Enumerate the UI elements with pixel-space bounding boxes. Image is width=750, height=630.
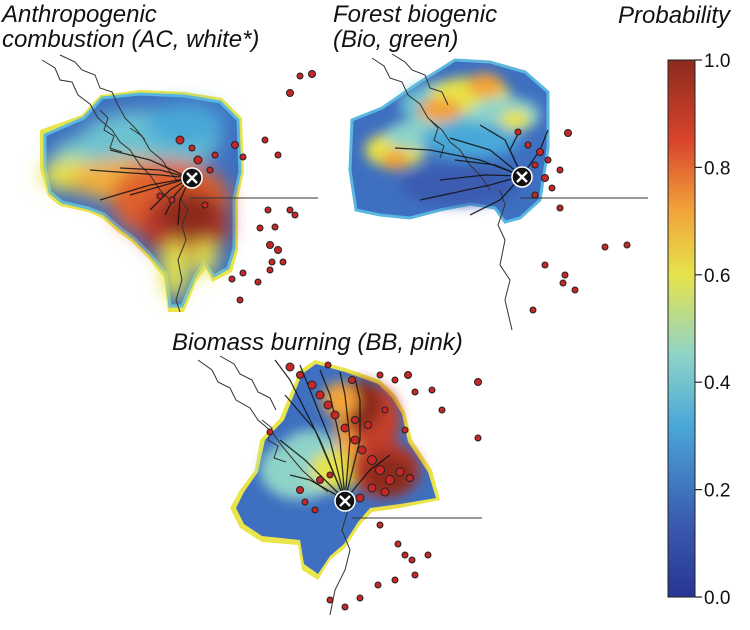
- map-panel-biogenic: [348, 53, 648, 331]
- panel-title-anthropogenic: Anthropogenic combustion (AC, white*): [2, 2, 259, 52]
- map-panel-anthropogenic: [40, 54, 318, 313]
- panel-title-line: Anthropogenic: [2, 1, 157, 28]
- receptor-site-marker: [511, 166, 533, 188]
- panel-title-biomass: Biomass burning (BB, pink): [172, 330, 463, 355]
- panel-title-line: (Bio, green): [333, 26, 459, 53]
- panel-title-biogenic: Forest biogenic (Bio, green): [333, 2, 497, 52]
- probability-field: [230, 360, 440, 580]
- colorbar: 0.0 0.2 0.4 0.6 0.8 1.0: [667, 51, 731, 609]
- colorbar-tick-label: 0.6: [704, 266, 730, 287]
- source-markers: [266, 361, 482, 611]
- trajectories: [89, 149, 191, 226]
- coastline: [371, 53, 648, 331]
- colorbar-tick-label: 0.4: [704, 373, 731, 394]
- colorbar-tick-label: 0.8: [704, 158, 730, 179]
- receptor-site-marker: [181, 167, 203, 189]
- panel-title-line: Forest biogenic: [333, 1, 498, 28]
- receptor-site-marker: [334, 490, 356, 512]
- panel-title-line: combustion (AC, white*): [2, 26, 260, 53]
- trajectories: [274, 359, 391, 501]
- map-panel-biomass: [197, 355, 482, 616]
- colorbar-tick-label: 1.0: [704, 51, 730, 72]
- source-markers: [156, 70, 316, 304]
- probability-field: [40, 90, 244, 312]
- colorbar-ticks: 0.0 0.2 0.4 0.6 0.8 1.0: [695, 51, 731, 609]
- colorbar-tick-label: 0.0: [704, 588, 730, 609]
- source-markers: [514, 128, 631, 314]
- colorbar-title: Probability: [618, 2, 731, 29]
- colorbar-tick-label: 0.2: [704, 481, 730, 502]
- colorbar-scale: [667, 59, 696, 598]
- panel-title-line: Biomass burning (BB, pink): [172, 329, 463, 356]
